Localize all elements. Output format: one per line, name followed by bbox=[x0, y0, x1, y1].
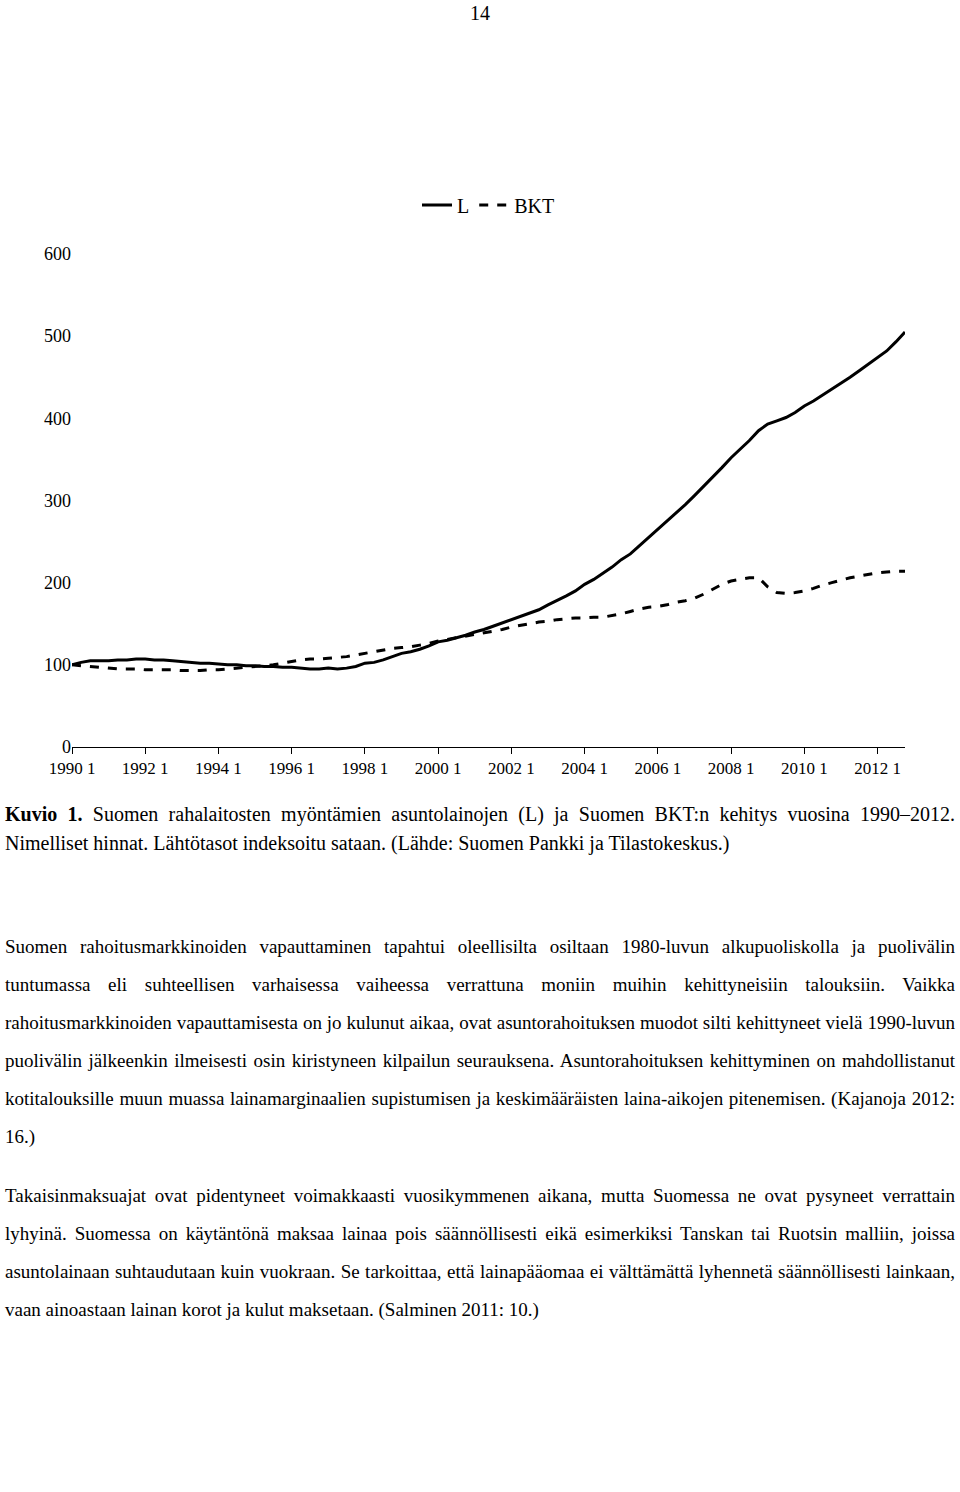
svg-text:400: 400 bbox=[44, 409, 71, 429]
svg-text:1998 1: 1998 1 bbox=[342, 759, 389, 778]
svg-text:2010 1: 2010 1 bbox=[781, 759, 828, 778]
svg-text:2002 1: 2002 1 bbox=[488, 759, 535, 778]
svg-text:200: 200 bbox=[44, 573, 71, 593]
html-text:14: 14 bbox=[470, 2, 490, 24]
svg-text:L: L bbox=[457, 195, 469, 217]
svg-text:500: 500 bbox=[44, 326, 71, 346]
svg-text:2012 1: 2012 1 bbox=[854, 759, 901, 778]
svg-text:1992 1: 1992 1 bbox=[122, 759, 169, 778]
svg-text:2004 1: 2004 1 bbox=[561, 759, 608, 778]
svg-text:1994 1: 1994 1 bbox=[195, 759, 242, 778]
html-text:Kuvio 1. Suomen rahalaitosten: Kuvio 1. Suomen rahalaitosten myöntämien… bbox=[5, 803, 955, 854]
svg-text:1996 1: 1996 1 bbox=[268, 759, 315, 778]
svg-text:2006 1: 2006 1 bbox=[634, 759, 681, 778]
html-text:Takaisinmaksuajat ovat pidenty: Takaisinmaksuajat ovat pidentyneet voima… bbox=[5, 1185, 955, 1320]
svg-text:0: 0 bbox=[62, 737, 71, 757]
svg-text:1990 1: 1990 1 bbox=[49, 759, 96, 778]
svg-text:300: 300 bbox=[44, 491, 71, 511]
svg-text:2008 1: 2008 1 bbox=[708, 759, 755, 778]
svg-text:100: 100 bbox=[44, 655, 71, 675]
svg-text:2000 1: 2000 1 bbox=[415, 759, 462, 778]
svg-text:600: 600 bbox=[44, 244, 71, 264]
html-text:Suomen rahoitusmarkkinoiden va: Suomen rahoitusmarkkinoiden vapauttamine… bbox=[5, 936, 955, 1147]
svg-text:BKT: BKT bbox=[514, 195, 554, 217]
